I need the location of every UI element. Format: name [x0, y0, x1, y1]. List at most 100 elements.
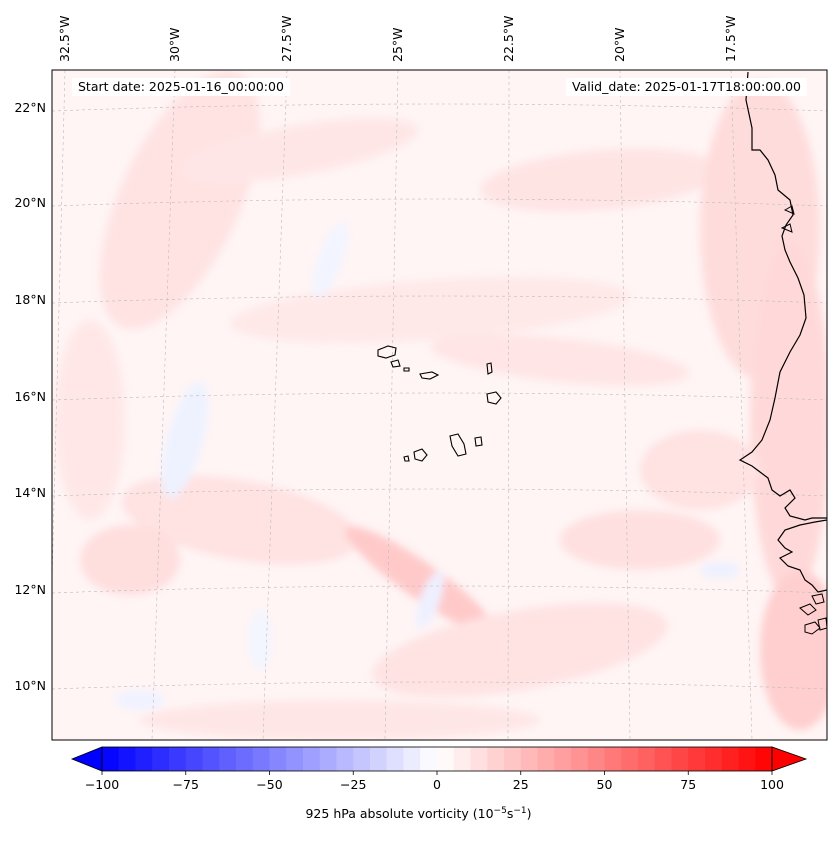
colorbar-tick-label: 25 [513, 777, 529, 792]
colorbar-max-arrow [771, 746, 808, 772]
latitude-label: 12°N [14, 582, 46, 597]
longitude-labels: 32.5°W 30°W 27.5°W 25°W 22.5°W 20°W 17.5°W [57, 16, 738, 62]
colorbar-segment [738, 747, 756, 771]
colorbar-segment [135, 747, 153, 771]
island-sal [486, 362, 493, 375]
colorbar-segment [269, 747, 287, 771]
meridian-line [619, 70, 631, 740]
colorbar-segment [621, 747, 639, 771]
colorbar-segment [252, 747, 271, 771]
colorbar-segment [688, 747, 706, 771]
meridian-line [730, 70, 753, 740]
map-frame [51, 69, 828, 741]
colorbar-segment [336, 747, 354, 771]
parallel-line [52, 103, 827, 112]
colorbar-tick-label: −25 [340, 777, 366, 792]
colorbar-segment [721, 747, 740, 771]
meridian-line [507, 70, 510, 740]
colorbar-tick-label: −100 [85, 777, 119, 792]
colorbar-ticks: −100 −75 −50 −25 0 25 50 75 100 [85, 771, 784, 792]
colorbar-tick-label: 75 [680, 777, 696, 792]
colorbar-label-suffix: ) [526, 806, 532, 822]
colorbar-segment [202, 747, 220, 771]
colorbar-segment [470, 747, 488, 771]
colorbar-segment [571, 747, 589, 771]
longitude-label: 30°W [167, 27, 182, 62]
colorbar-segment [504, 747, 522, 771]
colorbar-segment [453, 747, 472, 771]
latitude-label: 20°N [14, 195, 46, 210]
colorbar-segment [487, 747, 505, 771]
colorbar-tick-label: −50 [256, 777, 282, 792]
graticule [52, 70, 827, 740]
latitude-label: 18°N [14, 292, 46, 307]
colorbar-segment [319, 747, 338, 771]
longitude-label: 27.5°W [279, 16, 294, 62]
colorbar-segment [102, 747, 120, 771]
parallel-line [52, 488, 827, 497]
island-santiago [449, 433, 467, 457]
colorbar-segment [370, 747, 388, 771]
colorbar-segment [152, 747, 170, 771]
colorbar-segment [303, 747, 321, 771]
colorbar-segment [169, 747, 187, 771]
longitude-label: 20°W [612, 27, 627, 62]
latitude-label: 10°N [14, 678, 46, 693]
colorbar [70, 746, 808, 772]
colorbar-tick-label: 100 [760, 777, 784, 792]
colorbar-tick-label: −75 [173, 777, 199, 792]
colorbar-label-mid: s [506, 806, 514, 822]
latitude-labels: 22°N 20°N 18°N 16°N 14°N 12°N 10°N [14, 100, 46, 693]
colorbar-tick-label: 0 [433, 777, 441, 792]
vorticity-field [52, 70, 827, 740]
island-santa-luzia [403, 367, 410, 372]
colorbar-segment [537, 747, 555, 771]
colorbar-segment [554, 747, 572, 771]
colorbar-min-arrow [70, 746, 103, 772]
colorbar-segment [654, 747, 673, 771]
parallel-line [52, 681, 827, 690]
colorbar-segment [286, 747, 304, 771]
start-date-label: Start date: 2025-01-16_00:00:00 [72, 78, 290, 96]
colorbar-segment [604, 747, 622, 771]
colorbar-label-exp1: −5 [493, 806, 507, 816]
colorbar-segment [755, 747, 773, 771]
colorbar-label-prefix: 925 hPa absolute vorticity (10 [305, 806, 494, 822]
island-brava [403, 455, 410, 462]
colorbar-segment [386, 747, 405, 771]
colorbar-segment [185, 747, 204, 771]
cape-verde-islands [377, 345, 502, 462]
parallel-line [52, 295, 827, 304]
island-fogo [413, 448, 428, 462]
colorbar-segment [705, 747, 723, 771]
longitude-label: 32.5°W [57, 16, 72, 62]
colorbar-segment [671, 747, 689, 771]
colorbar-tick-label: 50 [597, 777, 613, 792]
colorbar-segment [403, 747, 421, 771]
island-sao-nicolau [419, 371, 440, 380]
colorbar-label: 925 hPa absolute vorticity (10−5s−1) [0, 806, 837, 821]
island-santo-antao [377, 345, 397, 359]
longitude-label: 25°W [390, 27, 405, 62]
longitude-label: 17.5°W [723, 16, 738, 62]
island-maio [474, 436, 483, 447]
parallel-line [52, 198, 827, 207]
colorbar-segment [353, 747, 371, 771]
colorbar-segment [638, 747, 656, 771]
latitude-label: 22°N [14, 100, 46, 115]
island-boa-vista [486, 391, 502, 405]
colorbar-segment [420, 747, 438, 771]
colorbar-segment [587, 747, 606, 771]
island-sao-vicente [390, 359, 401, 368]
meridian-line [262, 70, 288, 740]
colorbar-segment [520, 747, 539, 771]
africa-coastline [738, 71, 827, 521]
colorbar-segment [219, 747, 237, 771]
latitude-label: 16°N [14, 389, 46, 404]
valid-date-label: Valid_date: 2025-01-17T18:00:00.00 [565, 78, 807, 96]
guinea-bissau-coast [777, 519, 827, 593]
colorbar-segment [236, 747, 254, 771]
bijagos-islands [780, 205, 827, 635]
